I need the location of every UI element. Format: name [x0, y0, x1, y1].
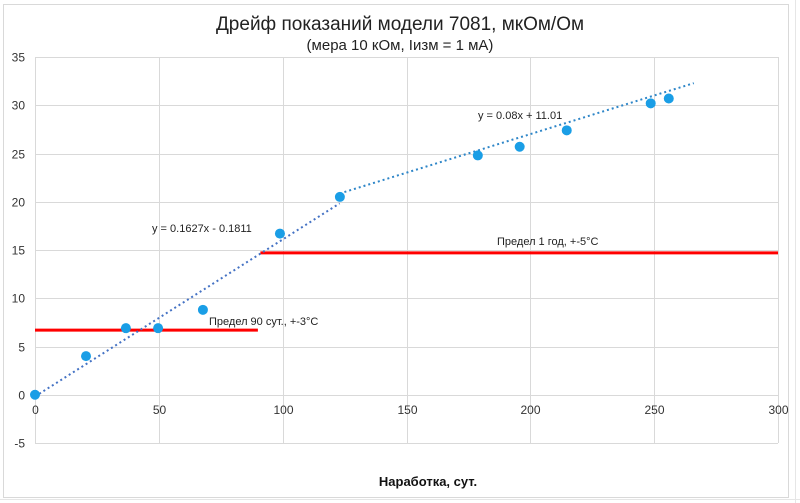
y-tick-label: 5	[18, 341, 25, 355]
y-tick-label: 0	[18, 389, 25, 403]
chart-subtitle: (мера 10 кОм, Iизм = 1 мА)	[306, 37, 494, 54]
data-point-marker	[514, 141, 525, 152]
x-tick-label: 300	[768, 403, 788, 417]
y-tick-label: 15	[12, 244, 26, 258]
trendline	[339, 82, 695, 195]
data-point-marker	[120, 323, 131, 334]
data-point-marker	[197, 304, 208, 315]
x-axis-title: Наработка, сут.	[378, 474, 478, 489]
y-tick-label: 25	[12, 148, 26, 162]
data-point-marker	[274, 228, 285, 239]
x-tick-label: 200	[520, 403, 540, 417]
x-tick-label: 250	[644, 403, 664, 417]
y-tick-label: 10	[12, 292, 26, 306]
data-point-marker	[645, 98, 656, 109]
limit-1-year-label: Предел 1 год, +-5°C	[497, 236, 599, 248]
y-tick-label: -5	[14, 437, 25, 451]
trendline	[34, 202, 341, 398]
x-tick-label: 0	[32, 403, 39, 417]
y-tick-label: 30	[12, 99, 26, 113]
chart-title: Дрейф показаний модели 7081, мкОм/Ом	[215, 14, 585, 35]
data-point-marker	[334, 191, 345, 202]
data-point-marker	[663, 93, 674, 104]
trendline-1-equation: y = 0.1627x - 0.1811	[152, 223, 252, 235]
x-tick-label: 150	[397, 403, 417, 417]
y-tick-label: 35	[12, 51, 26, 65]
y-tick-label: 20	[12, 196, 26, 210]
data-point-marker	[153, 323, 164, 334]
x-tick-label: 100	[273, 403, 293, 417]
limit-90-days-label: Предел 90 сут., +-3°C	[209, 316, 318, 328]
data-point-marker	[30, 389, 40, 400]
data-point-marker	[81, 351, 92, 362]
data-point-marker	[561, 125, 572, 136]
x-tick-label: 50	[153, 403, 167, 417]
trendline-2-equation: y = 0.08x + 11.01	[478, 110, 562, 122]
data-point-marker	[472, 150, 483, 161]
